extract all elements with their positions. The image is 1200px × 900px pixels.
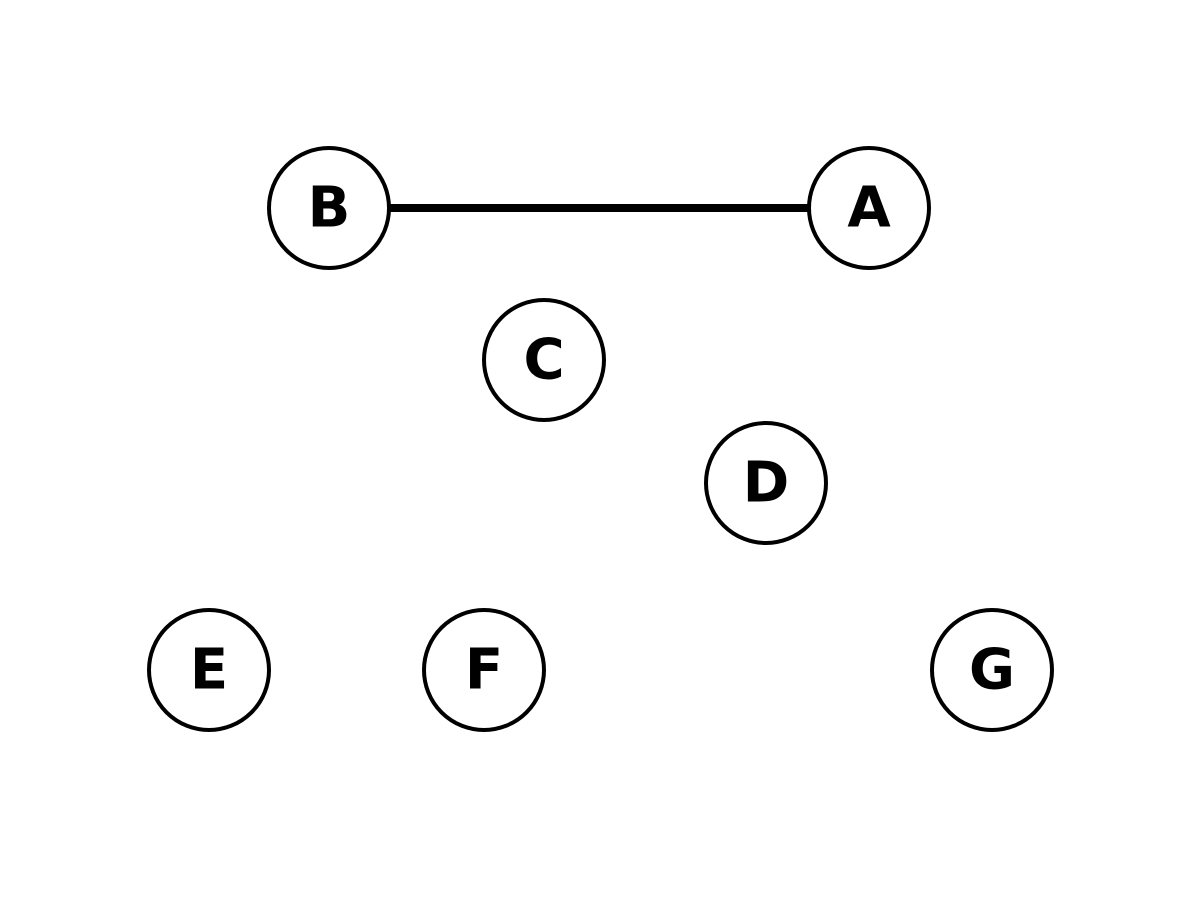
node-B: B: [267, 146, 391, 270]
node-label-C: C: [523, 328, 564, 393]
node-F: F: [422, 608, 546, 732]
node-E: E: [147, 608, 271, 732]
node-circle-C: [482, 298, 606, 422]
node-label-B: B: [308, 176, 351, 241]
node-A: A: [807, 146, 931, 270]
node-circle-B: [267, 146, 391, 270]
node-label-F: F: [465, 638, 503, 703]
node-C: C: [482, 298, 606, 422]
nodes-layer: A B C D E F G: [147, 146, 1054, 732]
node-label-A: A: [847, 176, 891, 241]
node-label-E: E: [190, 638, 228, 703]
node-circle-A: [807, 146, 931, 270]
node-circle-F: [422, 608, 546, 732]
node-D: D: [704, 421, 828, 545]
node-circle-E: [147, 608, 271, 732]
node-circle-G: [930, 608, 1054, 732]
node-circle-D: [704, 421, 828, 545]
node-G: G: [930, 608, 1054, 732]
node-label-D: D: [743, 451, 789, 516]
node-label-G: G: [969, 638, 1015, 703]
